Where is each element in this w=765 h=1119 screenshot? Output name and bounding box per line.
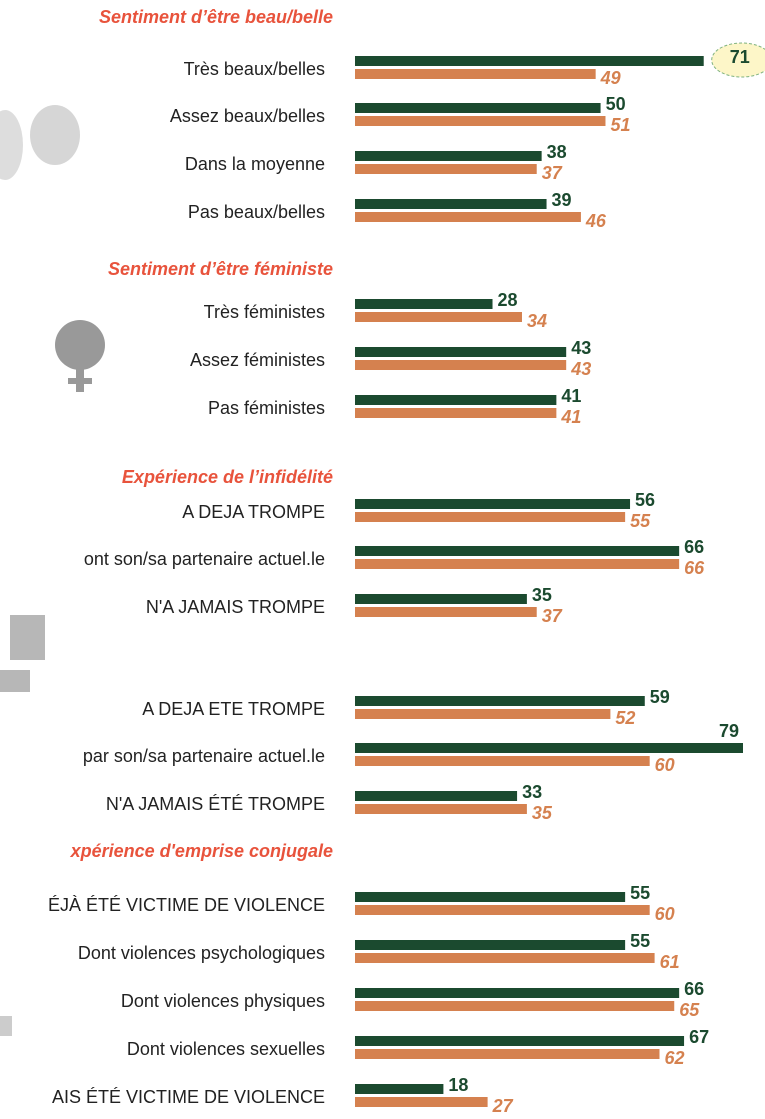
bar — [355, 756, 650, 766]
value-label: 61 — [660, 952, 680, 972]
bar — [355, 56, 704, 66]
section-title: Sentiment d’être féministe — [108, 259, 333, 279]
value-label: 34 — [527, 311, 547, 331]
value-label: 67 — [689, 1027, 709, 1047]
bar — [355, 395, 556, 405]
bar — [355, 546, 679, 556]
value-label: 18 — [448, 1075, 468, 1095]
value-label: 60 — [655, 904, 675, 924]
value-label: 66 — [684, 979, 704, 999]
value-label: 51 — [610, 115, 630, 135]
value-label: 28 — [498, 290, 518, 310]
value-label: 38 — [547, 142, 567, 162]
bar — [355, 905, 650, 915]
value-label: 33 — [522, 782, 542, 802]
category-label: A DEJA ETE TROMPE — [142, 699, 325, 719]
category-label: par son/sa partenaire actuel.le — [83, 746, 325, 766]
value-label: 50 — [606, 94, 626, 114]
value-label: 37 — [542, 606, 563, 626]
bar — [355, 1001, 674, 1011]
category-label: Dont violences sexuelles — [127, 1039, 325, 1059]
value-label: 59 — [650, 687, 670, 707]
category-label: A DEJA TROMPE — [182, 502, 325, 522]
bar — [355, 1097, 488, 1107]
value-label: 41 — [561, 386, 581, 406]
bar — [355, 69, 596, 79]
value-label: 55 — [630, 511, 651, 531]
value-label: 41 — [560, 407, 581, 427]
section-title: xpérience d'emprise conjugale — [70, 841, 333, 861]
bar — [355, 347, 566, 357]
bar — [355, 499, 630, 509]
bar — [355, 408, 556, 418]
value-label: 35 — [532, 585, 552, 605]
bar — [355, 199, 547, 209]
section-title: Expérience de l’infidélité — [122, 467, 333, 487]
bar — [355, 892, 625, 902]
bar — [355, 360, 566, 370]
value-label: 62 — [665, 1048, 685, 1068]
category-label: Assez féministes — [190, 350, 325, 370]
chart: Sentiment d’être beau/belle Très beaux/be… — [0, 0, 765, 1119]
bar — [355, 116, 605, 126]
value-label: 43 — [571, 338, 591, 358]
category-label: ont son/sa partenaire actuel.le — [84, 549, 325, 569]
category-label: Très beaux/belles — [184, 59, 325, 79]
bar — [355, 988, 679, 998]
value-label: 46 — [585, 211, 607, 231]
value-label: 55 — [630, 931, 650, 951]
bar — [355, 312, 522, 322]
value-label: 37 — [542, 163, 563, 183]
section-title: Sentiment d’être beau/belle — [99, 7, 333, 27]
category-label: Dans la moyenne — [185, 154, 325, 174]
bar — [355, 594, 527, 604]
bar — [355, 103, 601, 113]
category-label: Très féministes — [204, 302, 325, 322]
value-label: 49 — [600, 68, 621, 88]
bar — [355, 1084, 443, 1094]
bar — [355, 164, 537, 174]
value-label: 60 — [655, 755, 675, 775]
bar — [355, 709, 610, 719]
bar — [355, 696, 645, 706]
bar — [355, 512, 625, 522]
category-label: Dont violences physiques — [121, 991, 325, 1011]
value-label: 71 — [730, 47, 750, 67]
bar — [355, 953, 655, 963]
category-label: Assez beaux/belles — [170, 106, 325, 126]
category-label: Dont violences psychologiques — [78, 943, 325, 963]
value-label: 65 — [679, 1000, 700, 1020]
category-label: N'A JAMAIS TROMPE — [146, 597, 325, 617]
value-label: 56 — [635, 490, 655, 510]
bar — [355, 1049, 660, 1059]
value-label: 55 — [630, 883, 650, 903]
value-label: 52 — [615, 708, 635, 728]
value-label: 39 — [552, 190, 572, 210]
value-label: 66 — [684, 537, 704, 557]
bar — [355, 804, 527, 814]
value-label: 27 — [492, 1096, 514, 1116]
bar — [355, 1036, 684, 1046]
value-label: 66 — [684, 558, 705, 578]
value-label: 35 — [532, 803, 553, 823]
bar — [355, 559, 679, 569]
value-label: 79 — [719, 721, 739, 741]
bar — [355, 940, 625, 950]
category-label: AIS ÉTÉ VICTIME DE VIOLENCE — [52, 1087, 325, 1107]
category-label: ÉJÀ ÉTÉ VICTIME DE VIOLENCE — [48, 895, 325, 915]
bar — [355, 151, 542, 161]
category-label: Pas féministes — [208, 398, 325, 418]
bar — [355, 743, 743, 753]
bar — [355, 212, 581, 222]
category-label: Pas beaux/belles — [188, 202, 325, 222]
category-label: N'A JAMAIS ÉTÉ TROMPE — [106, 794, 325, 814]
bar — [355, 299, 493, 309]
value-label: 43 — [570, 359, 591, 379]
bar — [355, 607, 537, 617]
bar — [355, 791, 517, 801]
